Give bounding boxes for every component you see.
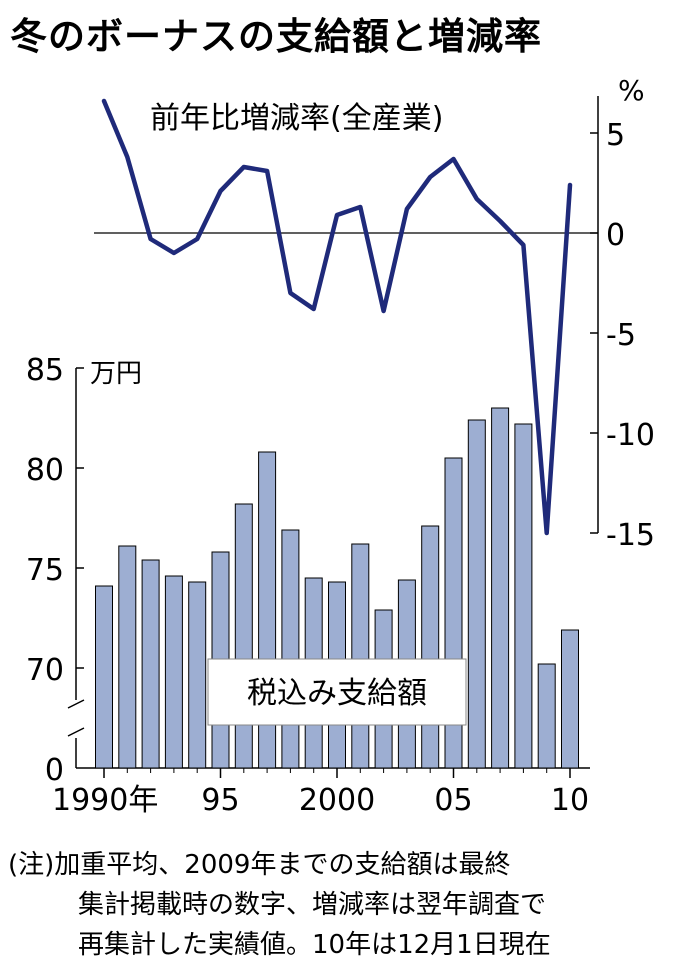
- bar-unit-label: 万円: [90, 359, 142, 389]
- bar-y-tick-label: 85: [26, 353, 64, 388]
- bar-label-box: [207, 658, 467, 726]
- bar-y-tick-label: 0: [45, 753, 64, 788]
- bar-series-label: 税込み支給額: [247, 676, 427, 711]
- bar: [234, 503, 253, 769]
- line-series-label: 前年比増減率(全産業): [150, 101, 443, 136]
- bar: [351, 543, 370, 769]
- bar: [188, 581, 207, 769]
- bar: [164, 575, 183, 769]
- bar: [467, 419, 486, 769]
- axis-break-mark: [67, 699, 85, 737]
- bar: [491, 407, 510, 769]
- line-y-tick-label: -10: [606, 418, 655, 453]
- line-y-tick-label: 5: [606, 118, 625, 153]
- line-y-tick-label: 0: [606, 218, 625, 253]
- bar: [561, 629, 579, 769]
- bar-y-tick-label: 75: [26, 553, 64, 588]
- x-tick-label: 10: [551, 783, 589, 818]
- line-y-tick-label: -5: [606, 318, 636, 353]
- bar: [118, 545, 137, 769]
- x-tick-label: 95: [201, 783, 239, 818]
- bar: [141, 559, 160, 769]
- x-tick-label: 05: [434, 783, 472, 818]
- footnote-line-2: 集計掲載時の数字、増減率は翌年調査で: [78, 890, 547, 920]
- footnote-line-3: 再集計した実績値。10年は12月1日現在: [78, 930, 551, 960]
- x-tick-label: 2000: [299, 783, 375, 818]
- bar: [281, 529, 300, 769]
- bar: [514, 423, 533, 769]
- footnote-line-1: (注)加重平均、2009年までの支給額は最終: [8, 850, 511, 880]
- bar: [537, 663, 556, 769]
- bar: [421, 525, 440, 769]
- chart-title: 冬のボーナスの支給額と増減率: [10, 15, 542, 58]
- line-unit-label: %: [618, 74, 645, 107]
- bar-y-tick-label: 80: [26, 453, 64, 488]
- bar-y-tick-label: 70: [26, 653, 64, 688]
- x-tick-label: 1990年: [52, 783, 158, 818]
- bar: [95, 585, 113, 769]
- line-y-tick-label: -15: [606, 518, 655, 553]
- growth-rate-line: [101, 98, 573, 536]
